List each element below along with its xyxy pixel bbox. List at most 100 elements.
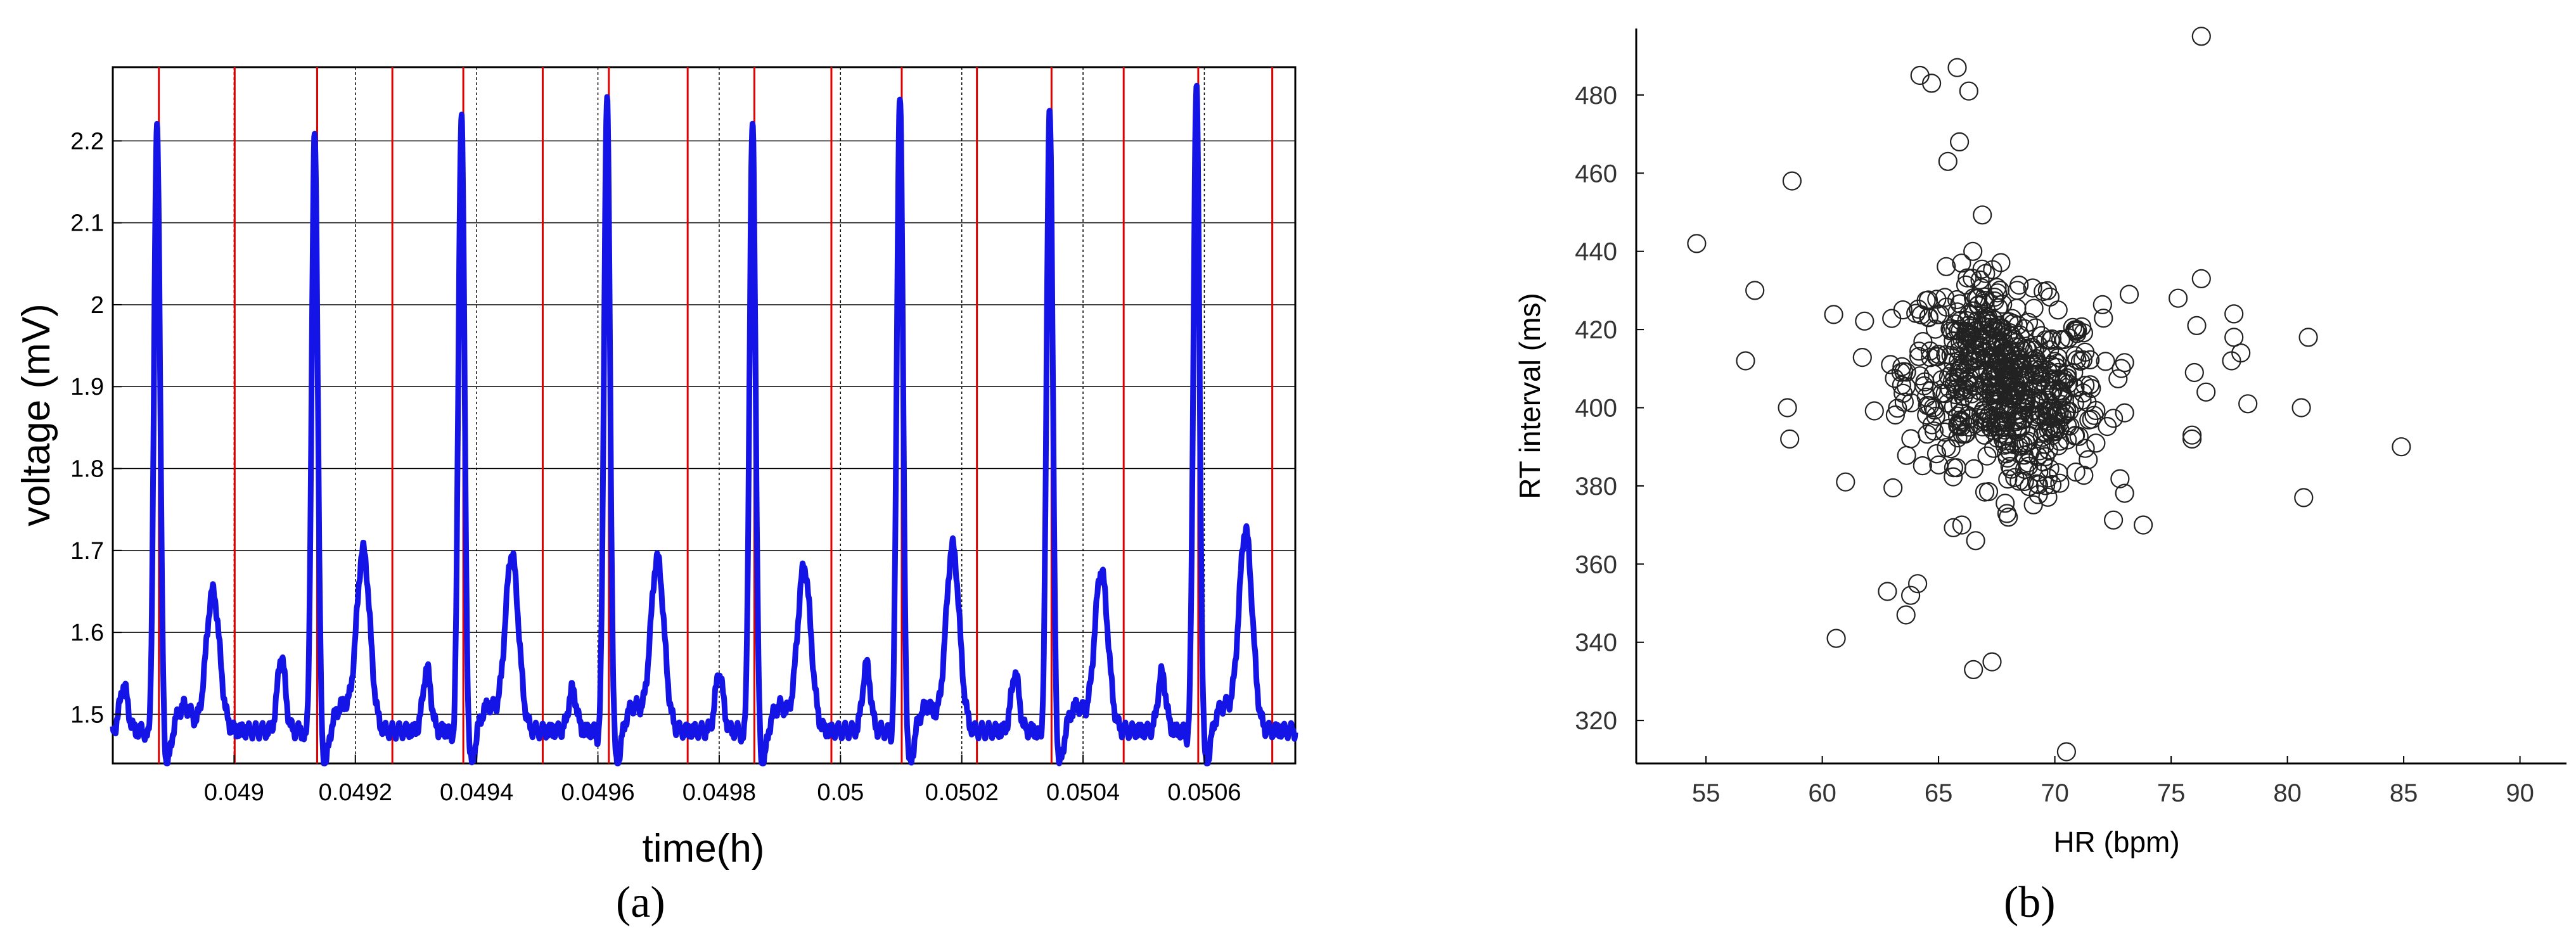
scatter-point-384 [2072, 317, 2092, 336]
scatter-point-567 [2027, 364, 2047, 384]
scatter-point-652 [2224, 328, 2244, 347]
scatter-point-659 [2392, 437, 2411, 457]
scatter-point-329 [1897, 445, 1916, 465]
scatter-point-283 [1996, 494, 2015, 513]
scatter-point-508 [1958, 327, 1977, 347]
scatter-point-378 [2042, 329, 2062, 349]
scatter-point-531 [2110, 469, 2130, 488]
ecg-x-tick-label-7: 0.0504 [1046, 779, 1120, 806]
scatter-point-648 [2191, 269, 2211, 288]
scatter-point-482 [1885, 368, 1904, 388]
scatter-point-603 [1911, 305, 1931, 325]
scatter-point-626 [1826, 629, 1846, 648]
scatter-point-596 [2086, 433, 2106, 453]
scatter-point-72 [1963, 241, 1983, 261]
scatter-point-419 [1920, 341, 1940, 361]
scatter-point-520 [2049, 463, 2068, 483]
scatter-point-617 [1988, 333, 2008, 352]
scatter-point-588 [2038, 406, 2058, 426]
scatter-point-347 [1962, 384, 1982, 404]
scatter-point-189 [1944, 467, 1963, 487]
ecg-x-tick-label-8: 0.0506 [1167, 779, 1241, 806]
scatter-point-594 [1968, 296, 1988, 316]
scatter-y-tick-label-3: 380 [1575, 473, 1617, 501]
scatter-point-367 [1973, 205, 1992, 225]
scatter-point-106 [1901, 429, 1921, 449]
scatter-point-533 [2008, 410, 2028, 430]
scatter-point-480 [2042, 475, 2062, 495]
scatter-point-642 [2119, 284, 2139, 304]
rt-hr-scatter-chart: 55 60 65 70 75 80 85 90 320 340 360 380 400 420 440 46… [1513, 27, 2566, 858]
scatter-point-160 [1909, 341, 1929, 361]
scatter-point-612 [1980, 317, 2000, 337]
scatter-point-207 [1920, 396, 1940, 416]
scatter-point-436 [2009, 275, 2029, 295]
scatter-point-465 [1855, 311, 1874, 331]
scatter-x-tick-label-3: 70 [2041, 779, 2069, 807]
scatter-x-ticks: 55 60 65 70 75 80 85 90 [1692, 756, 2534, 807]
ecg-x-tick-label-2: 0.0494 [440, 779, 513, 806]
ecg-y-tick-label-0: 1.5 [70, 701, 104, 728]
ecg-y-tick-label-3: 1.8 [70, 456, 104, 483]
scatter-point-475 [1997, 444, 2016, 464]
scatter-point-394 [2070, 351, 2091, 371]
scatter-point-94 [1958, 268, 1977, 288]
scatter-point-21 [1977, 446, 1997, 466]
scatter-point-608 [1993, 345, 2013, 364]
scatter-point-418 [1864, 401, 1884, 421]
scatter-point-640 [2056, 742, 2076, 762]
scatter-point-502 [1929, 455, 1949, 475]
scatter-point-622 [1745, 281, 1765, 300]
scatter-point-484 [2059, 328, 2079, 348]
ecg-x-tick-label-6: 0.0502 [925, 779, 999, 806]
scatter-point-614 [2079, 410, 2099, 430]
scatter-point-551 [2023, 350, 2043, 370]
scatter-point-521 [2015, 319, 2034, 339]
scatter-point-616 [1985, 337, 2005, 357]
scatter-point-583 [2003, 314, 2023, 333]
scatter-point-18 [1978, 482, 1999, 502]
ecg-y-tick-label-2: 1.7 [70, 538, 104, 565]
scatter-point-302 [1915, 372, 1935, 392]
scatter-point-536 [1952, 253, 1971, 273]
scatter-point-619 [2006, 380, 2025, 400]
scatter-point-186 [2079, 450, 2098, 469]
scatter-point-541 [2018, 340, 2037, 360]
scatter-y-tick-label-5: 420 [1575, 316, 1617, 344]
scatter-y-tick-label-6: 440 [1575, 238, 1617, 266]
scatter-point-561 [2023, 495, 2043, 514]
scatter-point-636 [1959, 81, 1978, 101]
scatter-point-595 [2047, 406, 2067, 426]
scatter-point-575 [1993, 295, 2013, 314]
ecg-y-tick-label-1: 1.6 [70, 620, 104, 646]
scatter-point-645 [2182, 429, 2202, 449]
scatter-point-455 [1917, 405, 1937, 425]
scatter-point-314 [2104, 510, 2124, 530]
ecg-x-tick-label-4: 0.0498 [682, 779, 756, 806]
scatter-point-590 [2009, 345, 2028, 365]
scatter-point-223 [2115, 403, 2134, 423]
scatter-point-601 [2073, 350, 2092, 370]
scatter-point-577 [1945, 314, 1966, 334]
scatter-point-613 [1980, 405, 1999, 424]
scatter-point-628 [1878, 582, 1897, 601]
scatter-point-644 [2182, 425, 2202, 445]
scatter-point-635 [1947, 58, 1967, 77]
scatter-point-660 [1952, 515, 1971, 535]
scatter-point-539 [1959, 347, 1979, 366]
ecg-x-tick-label-3: 0.0496 [561, 779, 634, 806]
scatter-point-260 [2080, 350, 2100, 370]
scatter-point-393 [2051, 329, 2070, 350]
scatter-point-630 [1901, 585, 1921, 605]
scatter-point-566 [2066, 425, 2086, 445]
scatter-point-637 [1950, 132, 1970, 151]
scatter-point-375 [2001, 459, 2021, 479]
scatter-point-639 [1982, 652, 2002, 672]
scatter-point-592 [1997, 380, 2017, 400]
scatter-point-602 [2024, 400, 2044, 420]
scatter-point-122 [1882, 309, 1902, 328]
scatter-x-tick-label-4: 75 [2157, 779, 2186, 807]
scatter-point-565 [2108, 369, 2128, 388]
scatter-point-488 [1902, 393, 1921, 412]
